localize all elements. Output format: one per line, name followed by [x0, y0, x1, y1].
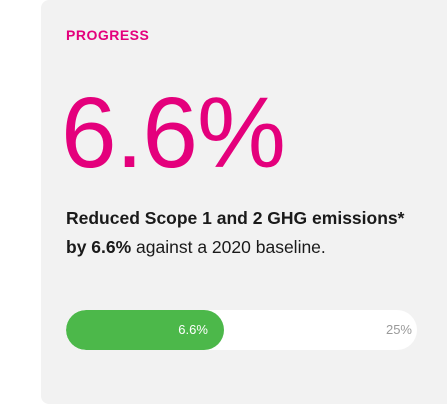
- progress-target-label: 25%: [385, 322, 412, 337]
- headline-value: 6.6%: [61, 77, 286, 189]
- progress-description: Reduced Scope 1 and 2 GHG emissions* by …: [66, 204, 426, 262]
- progress-current-label: 6.6%: [178, 322, 208, 337]
- description-bold-value: by 6.6%: [66, 237, 132, 257]
- description-bold-lead: Reduced Scope 1 and 2 GHG emissions*: [66, 208, 405, 228]
- card-eyebrow: PROGRESS: [66, 27, 150, 43]
- progress-bar-fill: 6.6%: [66, 310, 224, 350]
- description-rest: against a 2020 baseline.: [131, 237, 326, 257]
- progress-card: PROGRESS 6.6% Reduced Scope 1 and 2 GHG …: [41, 0, 447, 404]
- progress-bar-track: 6.6% 25%: [66, 310, 417, 350]
